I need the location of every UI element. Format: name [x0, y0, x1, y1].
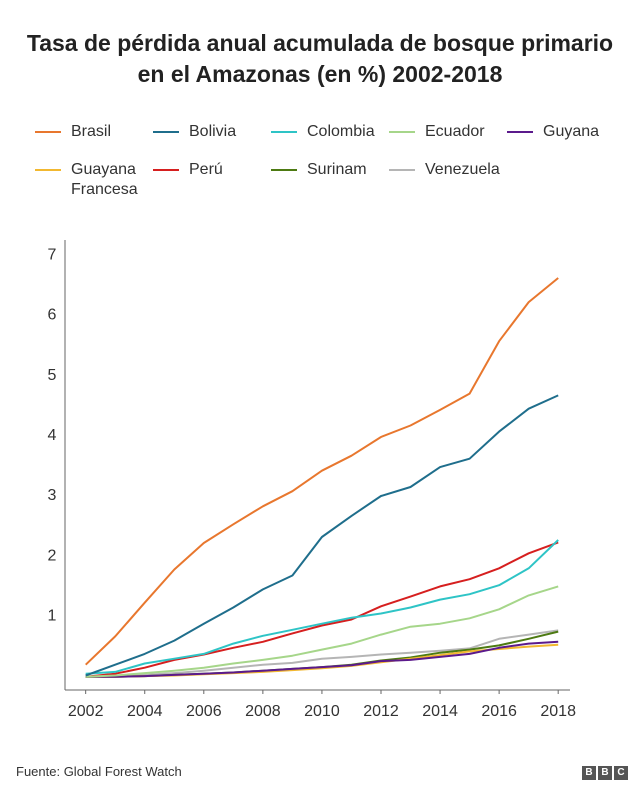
- x-tick-label: 2014: [422, 703, 458, 720]
- legend-label: Bolivia: [189, 123, 237, 140]
- x-tick-label: 2002: [68, 703, 104, 720]
- legend-swatch: [271, 131, 297, 133]
- legend-label: Perú: [189, 161, 223, 178]
- legend-item: Ecuador: [389, 122, 507, 142]
- legend-swatch: [35, 131, 61, 133]
- x-tick-label: 2016: [481, 703, 517, 720]
- y-tick-label: 7: [48, 246, 57, 263]
- y-tick-label: 3: [48, 487, 57, 504]
- legend-label: Guyana: [543, 123, 600, 140]
- logo-box: B: [598, 766, 612, 780]
- y-tick-label: 5: [48, 367, 57, 384]
- logo-box: B: [582, 766, 596, 780]
- legend-label: Ecuador: [425, 123, 485, 140]
- legend-swatch: [271, 169, 297, 171]
- x-tick-label: 2004: [127, 703, 163, 720]
- legend-swatch: [389, 169, 415, 171]
- legend-item: Bolivia: [153, 122, 271, 142]
- legend-label: Surinam: [307, 161, 367, 178]
- y-tick-label: 2: [48, 547, 57, 564]
- legend-label: Brasil: [71, 123, 112, 140]
- x-tick-label: 2012: [363, 703, 399, 720]
- x-tick-label: 2006: [186, 703, 222, 720]
- legend-item: Perú: [153, 160, 271, 200]
- series-line: [85, 394, 559, 677]
- legend-label: Colombia: [307, 123, 375, 140]
- legend-swatch: [153, 131, 179, 133]
- x-tick-label: 2018: [540, 703, 576, 720]
- legend-item: Colombia: [271, 122, 389, 142]
- legend-swatch: [507, 131, 533, 133]
- legend-label: Guayana Francesa: [71, 161, 138, 198]
- legend-swatch: [389, 131, 415, 133]
- series-line: [85, 630, 559, 678]
- series-line: [85, 541, 559, 678]
- series-line: [85, 585, 559, 678]
- y-tick-label: 4: [48, 427, 57, 444]
- x-tick-label: 2008: [245, 703, 281, 720]
- logo-box: C: [614, 766, 628, 780]
- series-line: [85, 277, 559, 666]
- x-tick-label: 2010: [304, 703, 340, 720]
- legend-item: Brasil: [35, 122, 153, 142]
- y-tick-label: 1: [48, 608, 57, 625]
- legend-item: Guyana: [507, 122, 625, 142]
- series-line: [85, 640, 559, 678]
- legend: Brasil Bolivia Colombia Ecuador Guyana Guayan…: [35, 122, 635, 200]
- legend-item: Guayana Francesa: [35, 160, 153, 200]
- legend-swatch: [153, 169, 179, 171]
- y-tick-label: 6: [48, 307, 57, 324]
- legend-item: Venezuela: [389, 160, 507, 200]
- legend-swatch: [35, 169, 61, 171]
- chart-title: Tasa de pérdida anual acumulada de bosqu…: [26, 30, 614, 87]
- legend-label: Venezuela: [425, 161, 500, 178]
- series-line: [85, 629, 559, 678]
- legend-item: Surinam: [271, 160, 389, 200]
- source: Fuente: Global Forest Watch: [16, 764, 182, 779]
- series-line: [85, 539, 559, 675]
